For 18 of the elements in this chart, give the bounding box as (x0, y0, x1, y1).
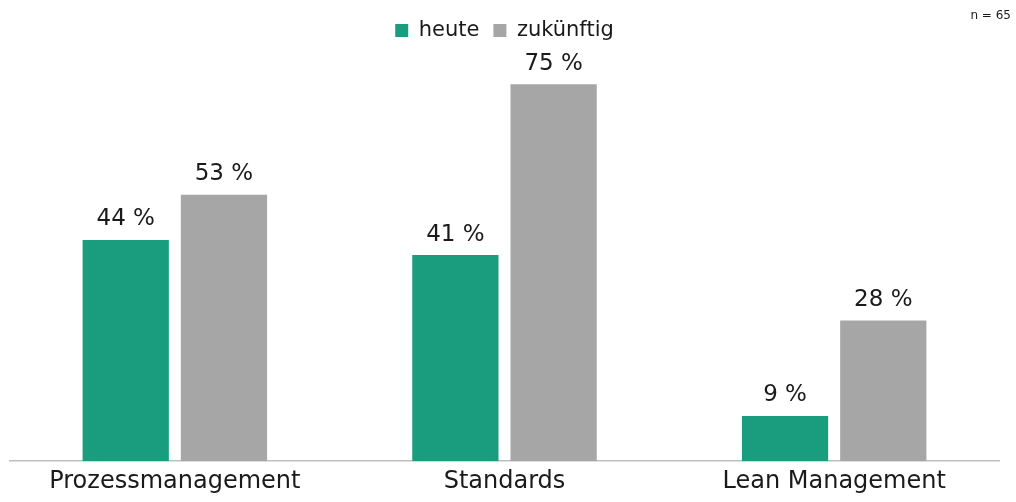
x-tick-label: Prozessmanagement (49, 465, 301, 494)
data-label: 41 % (426, 219, 485, 246)
x-tick-label: Standards (443, 465, 566, 494)
text: n = 65 (970, 8, 1011, 23)
bar (412, 255, 499, 462)
bar (510, 84, 597, 462)
bar (840, 320, 927, 462)
data-label: 53 % (194, 159, 254, 186)
bar (741, 415, 829, 462)
data-label: 9 % (763, 380, 807, 407)
legend-label: heute (418, 16, 480, 41)
bar (180, 194, 268, 462)
legend-label: zukünftig (516, 16, 614, 41)
x-tick-label: Lean Management (722, 465, 946, 494)
data-label: 75 % (524, 48, 583, 75)
data-label: 28 % (854, 284, 913, 311)
bar (82, 239, 169, 462)
data-label: 44 % (96, 204, 155, 231)
